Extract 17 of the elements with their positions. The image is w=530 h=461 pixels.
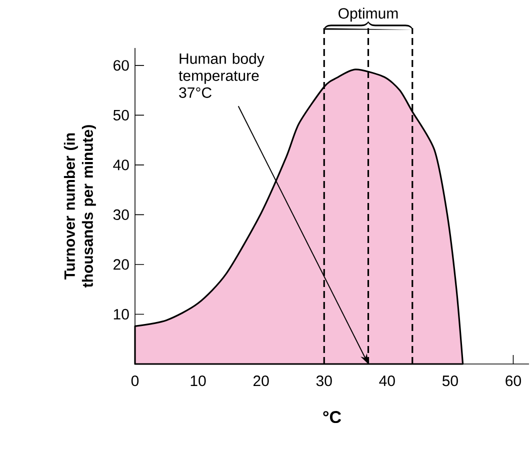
y-tick-label: 10 — [114, 308, 129, 320]
y-tick-label: 50 — [113, 110, 129, 120]
x-tick-label: 40 — [379, 376, 395, 386]
y-axis-title: Turnover number (in thousands per minute) — [64, 125, 96, 288]
y-tick-label: 20 — [114, 259, 129, 270]
y-tick-label: 60 — [114, 60, 129, 71]
x-tick-label: 10 — [190, 376, 206, 386]
x-axis-title: °C — [323, 411, 342, 424]
annotation: Human body temperature 37°C — [178, 52, 264, 98]
x-tick-label: 20 — [253, 376, 269, 386]
text: Optimum — [338, 8, 398, 22]
x-tick-label: 0 — [131, 376, 139, 386]
x-tick-label: 60 — [506, 376, 521, 386]
x-tick-label: 50 — [442, 376, 458, 386]
y-tick-label: 30 — [113, 209, 129, 220]
x-tick-label: 30 — [316, 376, 332, 386]
y-tick-label: 40 — [113, 160, 129, 170]
